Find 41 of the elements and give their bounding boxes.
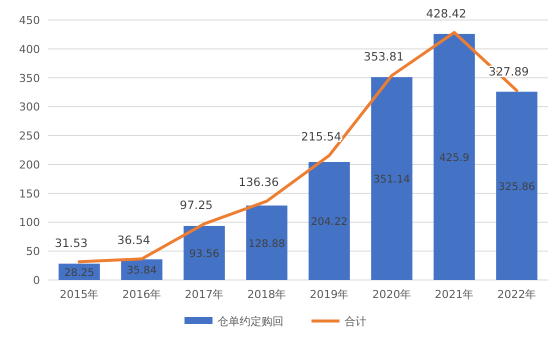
- bar: [308, 162, 350, 280]
- y-tick-label: 400: [19, 42, 40, 56]
- data-label: 353.81: [364, 50, 404, 64]
- data-label: 31.53: [54, 236, 88, 250]
- data-label: 351.14: [373, 174, 410, 186]
- y-tick-label: 150: [19, 187, 40, 200]
- y-tick-label: 250: [19, 130, 40, 143]
- data-label: 28.25: [64, 266, 94, 279]
- data-label: 128.88: [248, 238, 286, 250]
- y-tick-label: 200: [19, 158, 40, 172]
- data-label: 97.25: [180, 198, 213, 212]
- x-tick-label: 2019年: [310, 288, 349, 301]
- x-tick-label: 2021年: [434, 288, 474, 301]
- legend-label: 仓单约定购回: [218, 315, 284, 328]
- bar: [371, 77, 412, 280]
- bar: [434, 34, 475, 280]
- x-tick-label: 2015年: [60, 288, 99, 301]
- bar: [184, 226, 225, 280]
- x-tick-label: 2022年: [497, 288, 536, 301]
- data-label: 215.54: [301, 129, 342, 144]
- bar: [246, 206, 288, 280]
- bar: [496, 92, 538, 280]
- x-tick-label: 2016年: [122, 288, 162, 301]
- y-tick-label: 0: [33, 274, 40, 287]
- x-tick-label: 2020年: [372, 288, 412, 301]
- y-tick-label: 100: [19, 216, 40, 230]
- y-tick-label: 50: [26, 245, 40, 258]
- y-tick-label: 450: [19, 14, 40, 27]
- data-label: 93.56: [189, 248, 220, 260]
- y-tick-label: 300: [19, 100, 40, 114]
- data-label: 425.9: [439, 152, 470, 164]
- x-tick-label: 2018年: [247, 288, 286, 301]
- data-label: 428.42: [426, 6, 466, 20]
- data-label: 325.86: [498, 180, 536, 193]
- y-tick-label: 350: [19, 72, 40, 85]
- data-label: 35.84: [126, 264, 158, 277]
- data-label: 204.22: [310, 216, 348, 228]
- legend-label: 合计: [344, 315, 366, 328]
- data-label: 36.54: [117, 232, 150, 247]
- x-tick-label: 2017年: [184, 288, 224, 301]
- data-label: 136.36: [238, 175, 279, 190]
